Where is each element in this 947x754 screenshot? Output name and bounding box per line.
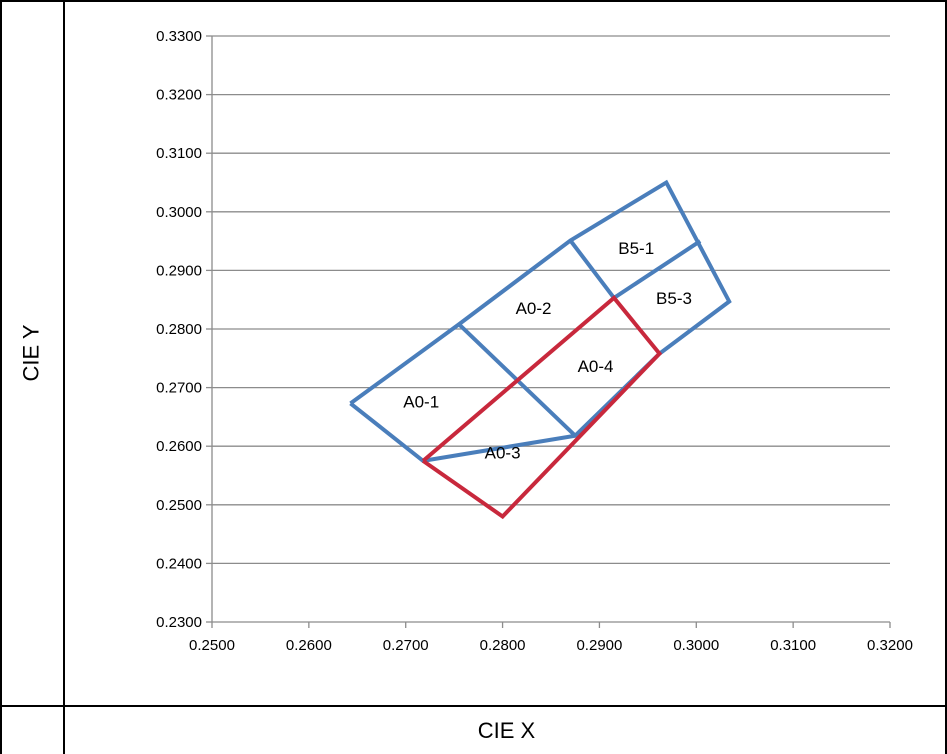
x-tick-label-2: 0.2700	[383, 637, 429, 654]
y-tick-label-6: 0.2900	[156, 262, 202, 279]
y-tick-label-2: 0.2500	[156, 497, 202, 514]
series-line-4-red	[421, 295, 663, 520]
x-tick-label-3: 0.2800	[480, 637, 526, 654]
y-tick-label-4: 0.2700	[156, 380, 202, 397]
y-tick-label-9: 0.3200	[156, 87, 202, 104]
y-tick-label-10: 0.3300	[156, 28, 202, 45]
x-tick-label-1: 0.2600	[286, 637, 332, 654]
region-label-a0-3: A0-3	[485, 444, 521, 463]
table-border-left	[0, 0, 2, 754]
x-axis-label: CIE X	[477, 717, 536, 743]
y-tick-label-8: 0.3100	[156, 145, 202, 162]
table-divider-horizontal	[0, 705, 947, 707]
region-label-a0-4: A0-4	[578, 357, 614, 376]
y-tick-label-3: 0.2600	[156, 438, 202, 455]
region-label-b5-3: B5-3	[656, 289, 692, 308]
y-tick-label-1: 0.2400	[156, 555, 202, 572]
x-tick-label-0: 0.2500	[189, 637, 235, 654]
chart-area: 0.2300 0.2400 0.2500 0.2600 0.2700 0.2800 0.29…	[156, 28, 913, 654]
table-border-right	[945, 0, 947, 754]
y-tick-label-0: 0.2300	[156, 614, 202, 631]
series-line-1-blue	[349, 179, 732, 464]
x-tick-label-7: 0.3200	[867, 637, 913, 654]
region-label-a0-1: A0-1	[403, 393, 439, 412]
y-axis-label: CIE Y	[19, 324, 44, 382]
region-label-b5-1: B5-1	[618, 239, 654, 258]
y-axis-label-cell: CIE Y	[0, 0, 64, 706]
table-border-top	[0, 0, 947, 2]
x-tick-label-4: 0.2900	[576, 637, 622, 654]
region-label-a0-2: A0-2	[516, 299, 552, 318]
y-tick-label-7: 0.3000	[156, 204, 202, 221]
x-tick-label-5: 0.3000	[673, 637, 719, 654]
y-tick-label-5: 0.2800	[156, 321, 202, 338]
table-divider-vertical	[63, 0, 65, 754]
x-tick-label-6: 0.3100	[770, 637, 816, 654]
